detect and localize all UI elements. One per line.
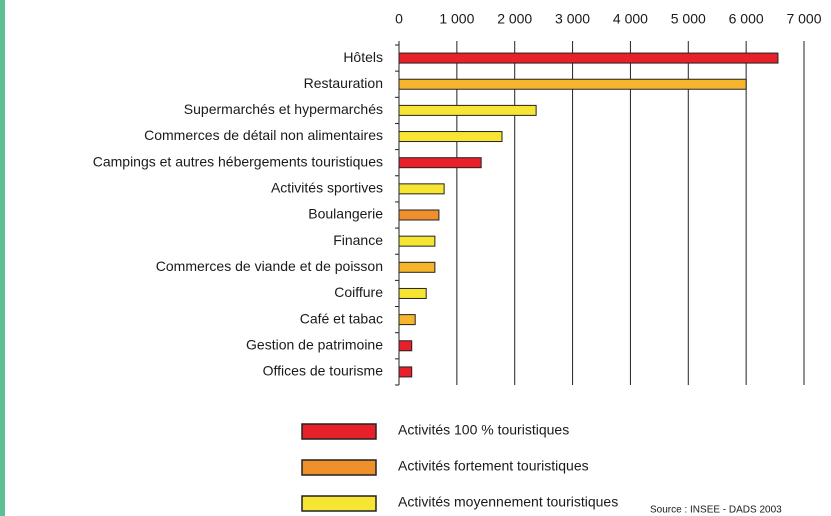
y-tick-label: Activités sportives <box>271 180 383 196</box>
y-tick-label: Finance <box>333 232 383 248</box>
x-tick-label: 6 000 <box>729 11 764 27</box>
y-tick-label: Commerces de détail non alimentaires <box>144 127 383 143</box>
y-tick-label: Café et tabac <box>300 310 383 326</box>
y-tick-label: Supermarchés et hypermarchés <box>184 101 383 117</box>
source: Source : INSEE - DADS 2003 <box>650 505 782 516</box>
bar <box>398 209 440 221</box>
legend-label: Activités moyennement touristiques <box>398 494 618 510</box>
bar <box>398 104 537 116</box>
x-tick-label: 7 000 <box>786 11 821 27</box>
bar <box>398 235 436 247</box>
y-tick-label: Boulangerie <box>308 206 383 222</box>
x-tick-label: 3 000 <box>555 11 590 27</box>
y-tick-label: Offices de tourisme <box>263 363 384 379</box>
bar <box>398 52 779 64</box>
x-tick-label: 2 000 <box>497 11 532 27</box>
y-tick-label: Restauration <box>304 75 383 91</box>
bar <box>398 340 413 352</box>
legend-swatch <box>301 495 377 512</box>
x-tick-label: 1 000 <box>439 11 474 27</box>
bar <box>398 183 445 195</box>
bar <box>398 287 427 299</box>
x-tick-label: 5 000 <box>671 11 706 27</box>
x-tick-label: 0 <box>395 11 403 27</box>
bar <box>398 157 482 169</box>
bar <box>398 314 416 326</box>
y-tick-label: Hôtels <box>343 49 383 65</box>
bar <box>398 366 413 378</box>
bar <box>398 131 503 143</box>
bar <box>398 78 747 90</box>
legend-swatch <box>301 459 377 476</box>
legend-swatch <box>301 423 377 440</box>
legend-label: Activités 100 % touristiques <box>398 422 569 438</box>
legend-label: Activités fortement touristiques <box>398 458 589 474</box>
y-tick-label: Campings et autres hébergements touristi… <box>93 153 383 169</box>
x-tick-label: 4 000 <box>613 11 648 27</box>
y-tick-label: Coiffure <box>334 284 383 300</box>
bar <box>398 261 436 273</box>
y-tick-label: Gestion de patrimoine <box>246 336 383 352</box>
y-tick-label: Commerces de viande et de poisson <box>156 258 383 274</box>
side-strip <box>0 0 5 516</box>
